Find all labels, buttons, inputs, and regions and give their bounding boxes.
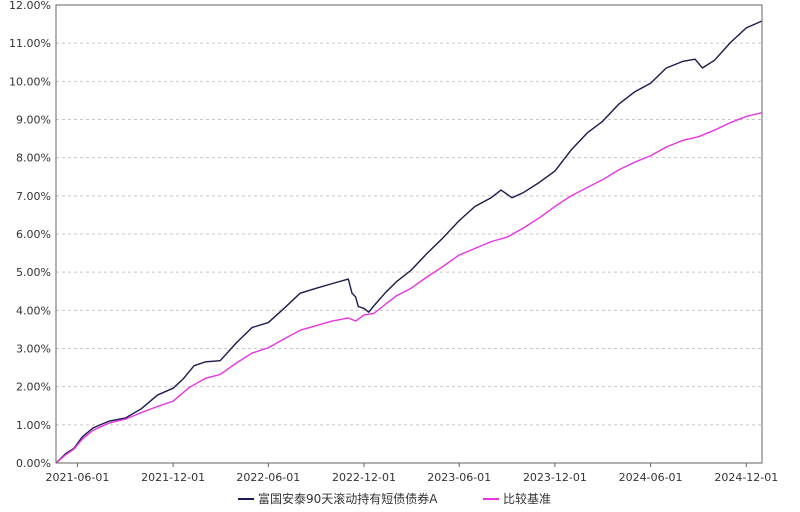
x-tick-label: 2022-06-01	[236, 471, 300, 484]
y-grid-lines	[56, 42, 762, 426]
y-axis-tick-labels: 0.00% 1.00% 2.00% 3.00% 4.00% 5.00% 6.00% 7.00%…	[9, 0, 51, 470]
x-tick-label: 2024-06-01	[619, 471, 683, 484]
y-tick-label: 1.00%	[16, 419, 51, 432]
x-axis-ticks	[76, 463, 747, 467]
series-lines	[55, 20, 763, 464]
series-line-fund	[55, 20, 763, 464]
x-tick-label: 2021-06-01	[45, 471, 109, 484]
x-tick-label: 2022-12-01	[332, 471, 396, 484]
y-tick-label: 3.00%	[16, 343, 51, 356]
plot-area-frame	[55, 4, 763, 464]
y-tick-label: 10.00%	[9, 75, 51, 88]
y-tick-label: 9.00%	[16, 114, 51, 127]
y-tick-label: 8.00%	[16, 152, 51, 165]
y-tick-label: 2.00%	[16, 381, 51, 394]
y-tick-label: 11.00%	[9, 37, 51, 50]
series-line-benchmark	[55, 111, 763, 464]
x-tick-label: 2023-06-01	[427, 471, 491, 484]
y-tick-label: 6.00%	[16, 228, 51, 241]
x-axis-tick-labels: 2021-06-01 2021-12-01 2022-06-01 2022-12-01…	[45, 471, 778, 484]
legend-label-fund: 富国安泰90天滚动持有短债债券A	[258, 491, 438, 506]
legend-label-benchmark: 比较基准	[503, 491, 551, 506]
x-tick-label: 2024-12-01	[714, 471, 778, 484]
legend: 富国安泰90天滚动持有短债债券A 比较基准	[238, 491, 551, 506]
x-tick-label: 2021-12-01	[141, 471, 205, 484]
y-tick-label: 5.00%	[16, 266, 51, 279]
x-tick-label: 2023-12-01	[523, 471, 587, 484]
y-tick-label: 0.00%	[16, 457, 51, 470]
y-tick-label: 4.00%	[16, 304, 51, 317]
y-tick-label: 7.00%	[16, 190, 51, 203]
y-tick-label: 12.00%	[9, 0, 51, 12]
